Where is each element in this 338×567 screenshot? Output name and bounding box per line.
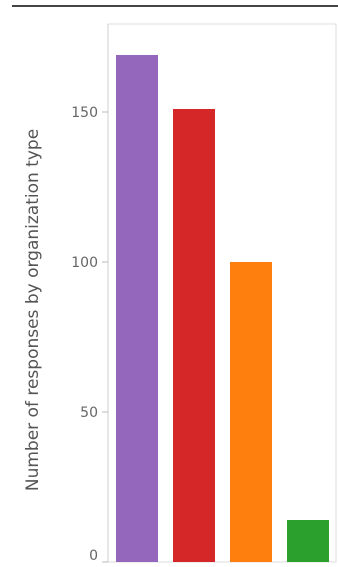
bars: [116, 55, 329, 562]
bar-1: [116, 55, 158, 562]
y-tick-label: 100: [71, 255, 98, 271]
y-axis-ticks: 0 50 100 150: [71, 105, 108, 564]
y-tick-label: 150: [71, 105, 98, 121]
y-axis-title: Number of responses by organization type: [23, 129, 43, 491]
y-tick-label: 0: [89, 548, 98, 563]
y-tick-label: 50: [80, 405, 98, 421]
bar-2: [173, 109, 215, 562]
bar-4: [287, 520, 329, 562]
bar-3: [230, 262, 272, 562]
